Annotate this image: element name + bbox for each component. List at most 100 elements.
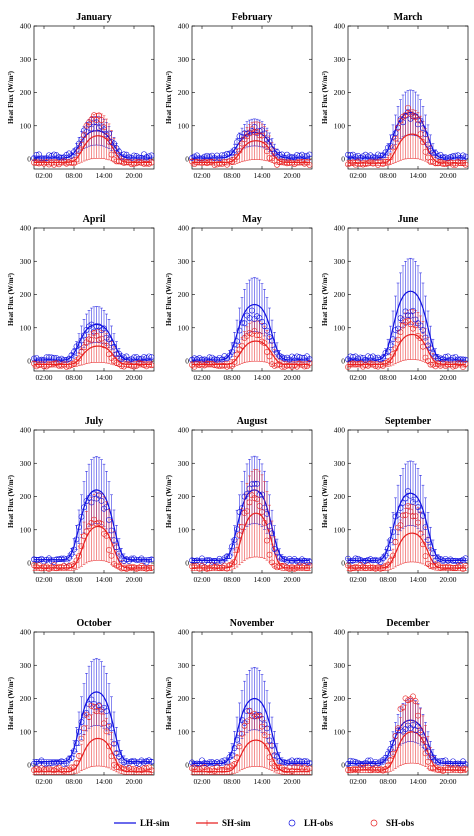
plot-frame	[191, 25, 313, 170]
lh-obs-point	[206, 354, 213, 361]
y-tick-label: 300	[178, 257, 190, 266]
sh-obs-point	[306, 562, 313, 569]
x-tick-label: 14:00	[253, 373, 270, 382]
sh-obs-point	[254, 713, 260, 720]
lh-obs-point	[76, 728, 82, 735]
y-tick-label: 100	[20, 727, 32, 736]
sh-obs-point	[266, 353, 273, 360]
sh-obs-point	[387, 357, 394, 364]
lh-obs-point	[116, 550, 122, 557]
sh-sim-line	[34, 525, 152, 569]
x-tick-label: 14:00	[95, 777, 112, 786]
sh-obs-point	[402, 512, 409, 518]
sh-obs-point	[98, 117, 105, 123]
lh-obs-point	[254, 480, 260, 487]
x-tick-label: 02:00	[193, 171, 210, 180]
lh-obs-point	[88, 696, 95, 703]
lh-obs-point	[261, 323, 268, 329]
sh-obs-point	[98, 335, 105, 342]
sh-obs-point	[420, 541, 426, 548]
lh-obs-point	[128, 555, 135, 562]
sh-obs-point	[219, 766, 225, 773]
sh-obs-point	[422, 148, 429, 155]
sh-obs-point	[264, 537, 270, 544]
sh-obs-point	[131, 160, 137, 167]
y-axis-label: Heat Flux (W/m²)	[165, 70, 173, 124]
lh-sim-line	[34, 323, 152, 361]
y-tick-label: 300	[334, 55, 346, 64]
y-tick-label: 400	[20, 628, 32, 637]
panel-july: July Heat Flux (W/m²) 0 100 200 300 400 02:00 08…	[7, 416, 155, 584]
x-tick-label: 02:00	[349, 575, 366, 584]
sh-sim-line	[348, 333, 466, 365]
lh-obs-point	[61, 761, 67, 767]
lh-obs-point	[211, 558, 218, 564]
lh-obs-point	[306, 759, 313, 766]
panel-title: April	[83, 214, 106, 225]
sh-obs-point	[76, 148, 82, 155]
sh-obs-point	[196, 766, 203, 772]
lh-obs-point	[33, 152, 40, 158]
lh-obs-point	[98, 497, 105, 504]
sh-obs-point	[148, 159, 155, 166]
y-tick-label: 100	[334, 525, 346, 534]
sh-obs-point	[445, 159, 451, 166]
lh-obs-point	[146, 557, 152, 563]
x-tick-label: 14:00	[253, 171, 270, 180]
lh-obs-point	[357, 354, 364, 361]
lh-obs-point	[417, 507, 424, 514]
lh-obs-point	[226, 150, 233, 157]
lh-obs-point	[306, 558, 313, 565]
sh-obs-point	[259, 509, 265, 515]
lh-obs-point	[372, 556, 379, 563]
y-tick-label: 200	[178, 492, 190, 501]
sh-obs-point	[81, 132, 87, 139]
sh-obs-point	[251, 129, 258, 136]
sh-obs-point	[46, 765, 52, 772]
y-tick-label: 400	[178, 426, 190, 435]
sh-obs-point	[234, 154, 240, 160]
sh-obs-point	[387, 154, 394, 161]
sh-obs-point	[304, 766, 310, 772]
lh-obs-point	[241, 320, 248, 327]
sh-obs-point	[103, 532, 110, 539]
lh-obs-point	[224, 553, 230, 560]
lh-obs-point	[246, 485, 253, 492]
y-tick-label: 200	[178, 290, 190, 299]
panel-title: March	[394, 12, 423, 23]
x-tick-label: 20:00	[125, 575, 142, 584]
plot-frame	[347, 227, 469, 372]
sh-obs-point	[420, 139, 426, 145]
sh-obs-point	[234, 547, 240, 553]
x-tick-label: 20:00	[439, 777, 456, 786]
sh-obs-point	[415, 712, 421, 719]
sh-obs-point	[143, 765, 150, 772]
panel-title: January	[76, 12, 112, 23]
sh-obs-point	[73, 557, 80, 564]
sh-obs-point	[81, 344, 87, 351]
sh-obs-point	[73, 759, 80, 766]
sh-obs-point	[96, 112, 102, 119]
y-tick-label: 0	[341, 155, 345, 164]
sh-obs-point	[88, 336, 95, 343]
x-tick-label: 14:00	[253, 777, 270, 786]
lh-obs-point	[407, 312, 414, 319]
lh-obs-point	[76, 524, 82, 531]
sh-obs-point	[266, 551, 273, 558]
lh-obs-point	[229, 543, 235, 550]
lh-obs-point	[96, 492, 102, 499]
sh-obs-point	[412, 698, 419, 704]
x-tick-label: 08:00	[65, 171, 82, 180]
sh-obs-point	[51, 360, 57, 367]
plot-frame	[191, 631, 313, 776]
x-tick-label: 14:00	[253, 575, 270, 584]
plot-frame	[33, 631, 155, 776]
lh-obs-point	[229, 348, 235, 355]
lh-obs-point	[76, 341, 82, 348]
sh-obs-point	[98, 521, 105, 527]
sh-obs-point	[256, 712, 263, 719]
sh-obs-point	[261, 732, 268, 739]
lh-obs-point	[352, 758, 359, 765]
x-tick-label: 14:00	[409, 777, 426, 786]
lh-obs-point	[259, 491, 265, 498]
